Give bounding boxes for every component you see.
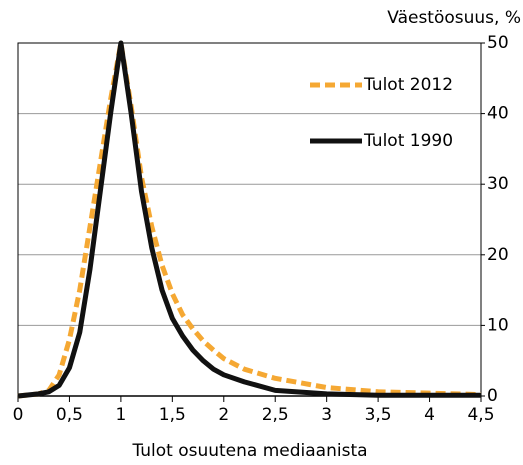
x-tick-label: 3,5 bbox=[365, 405, 392, 425]
plot-frame bbox=[17, 42, 482, 397]
x-tick-label: 2 bbox=[218, 405, 229, 425]
x-tick-label: 1,5 bbox=[159, 405, 186, 425]
x-tick-label: 1 bbox=[115, 405, 126, 425]
x-tick-label: 0,5 bbox=[56, 405, 83, 425]
x-tick-label: 0 bbox=[13, 405, 24, 425]
y-tick-label: 0 bbox=[487, 386, 498, 406]
y-tick-label: 10 bbox=[487, 315, 509, 335]
x-tick-label: 2,5 bbox=[262, 405, 289, 425]
y-tick-label: 30 bbox=[487, 174, 509, 194]
legend-label: Tulot 2012 bbox=[363, 75, 453, 95]
x-tick-label: 4,5 bbox=[467, 405, 494, 425]
y-tick-label: 40 bbox=[487, 104, 509, 124]
series-line bbox=[17, 40, 481, 399]
x-axis-label: Tulot osuutena mediaanista bbox=[131, 441, 367, 461]
y-tick-label: 50 bbox=[487, 33, 509, 53]
x-tick-label: 3 bbox=[321, 405, 332, 425]
y-axis-label: Väestöosuus, % bbox=[387, 8, 521, 28]
y-tick-label: 20 bbox=[487, 245, 509, 265]
series-line bbox=[17, 40, 482, 399]
legend-label: Tulot 1990 bbox=[363, 131, 453, 151]
x-tick-label: 4 bbox=[424, 405, 435, 425]
